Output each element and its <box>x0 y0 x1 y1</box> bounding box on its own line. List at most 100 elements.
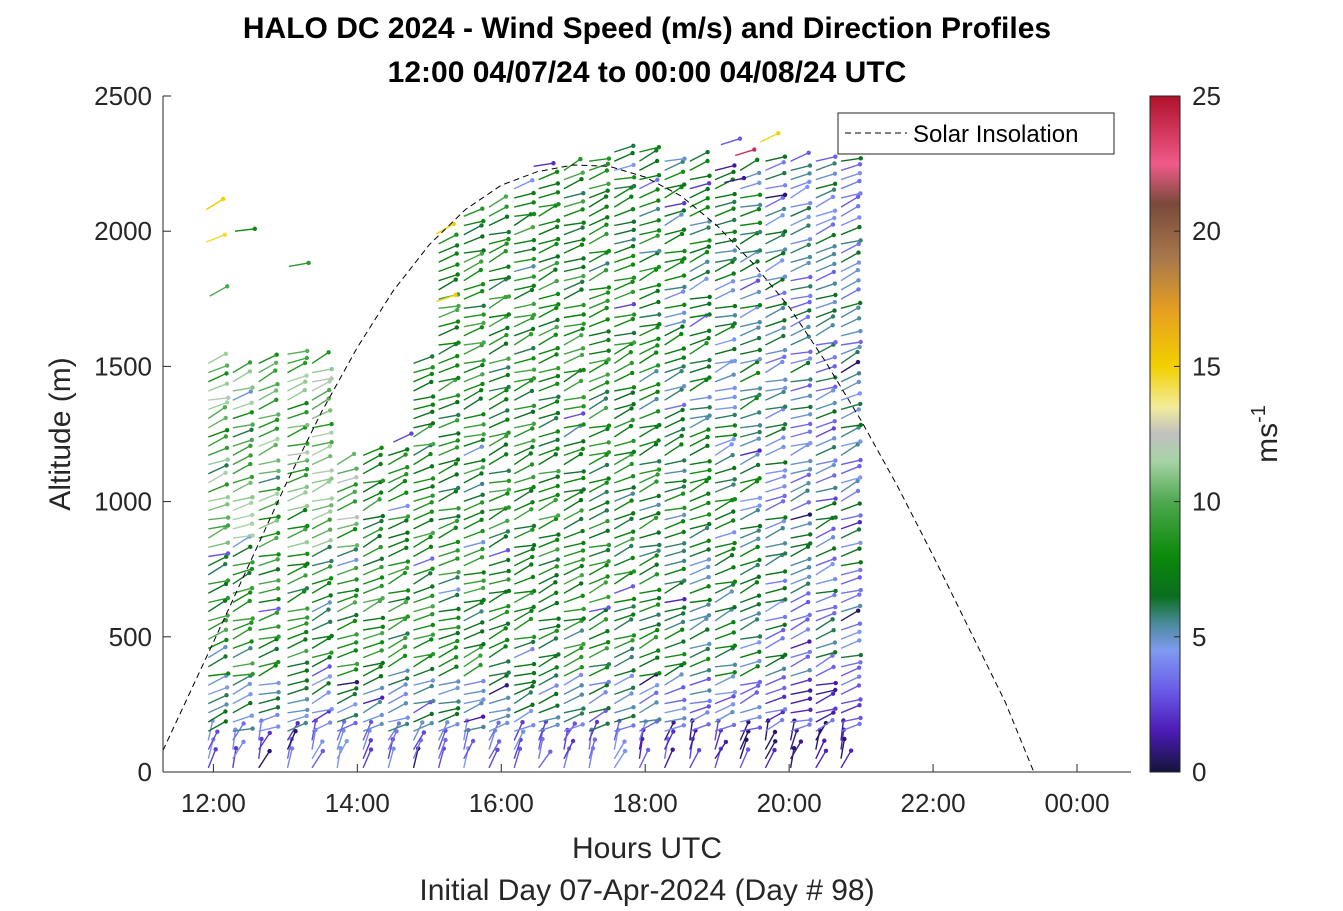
wind-barb-shaft <box>840 631 860 640</box>
wind-barb-head <box>622 739 627 744</box>
wind-barb-shaft <box>563 582 582 594</box>
wind-barb-shaft <box>438 364 458 374</box>
wind-barb-head <box>628 350 633 355</box>
wind-barb-shaft <box>232 622 252 631</box>
wind-barb-head <box>656 382 661 387</box>
wind-barb-shaft <box>538 653 559 659</box>
wind-barb-head <box>704 249 710 255</box>
wind-barb-shaft <box>311 377 332 383</box>
wind-barb-shaft <box>689 406 710 411</box>
wind-barb-head <box>403 691 408 697</box>
wind-barb-head <box>248 700 253 706</box>
wind-barb-head <box>856 407 861 412</box>
wind-barb-shaft <box>588 723 608 732</box>
wind-barb-shaft <box>207 600 226 613</box>
wind-barb-head <box>606 559 611 564</box>
wind-barb-shaft <box>258 732 271 750</box>
wind-barb-shaft <box>463 556 483 567</box>
wind-barb-shaft <box>614 291 634 300</box>
wind-barb-shaft <box>538 243 557 254</box>
wind-barb-shaft <box>438 355 458 365</box>
wind-barb-shaft <box>563 656 582 668</box>
wind-barb-shaft <box>287 486 307 493</box>
wind-barb-shaft <box>588 647 608 659</box>
wind-barb-shaft <box>258 558 278 567</box>
wind-barb-shaft <box>438 507 459 512</box>
wind-barb-shaft <box>588 596 609 604</box>
wind-barb-head <box>705 186 710 192</box>
wind-barb-head <box>555 492 560 498</box>
wind-barb-shaft <box>613 518 632 530</box>
wind-barb-head <box>805 627 811 632</box>
wind-barb-shaft <box>840 548 860 558</box>
wind-barb-head <box>782 685 787 691</box>
wind-barb-head <box>403 682 408 687</box>
wind-barb-shaft <box>362 600 381 613</box>
wind-barb-head <box>807 429 813 434</box>
wind-barb-head <box>248 692 253 697</box>
wind-barb-head <box>551 161 556 166</box>
wind-barb-shaft <box>232 673 253 677</box>
wind-barb-shaft <box>463 587 484 594</box>
wind-barb-shaft <box>840 392 861 401</box>
wind-barb-shaft <box>413 572 431 585</box>
wind-barb-head <box>430 409 435 414</box>
wind-barb-head <box>732 237 737 243</box>
wind-barb-head <box>579 508 584 513</box>
wind-barb-shaft <box>664 290 684 300</box>
wind-barb-head <box>757 273 762 278</box>
wind-barb-head <box>773 739 778 744</box>
wind-barb-shaft <box>514 258 535 263</box>
wind-barb-head <box>631 604 636 609</box>
wind-barb-shaft <box>588 729 593 750</box>
wind-barb-shaft <box>790 583 809 594</box>
wind-barb-shaft <box>815 386 836 392</box>
wind-barb-shaft <box>739 453 758 466</box>
wind-barb-shaft <box>765 423 786 429</box>
wind-barb-shaft <box>840 589 861 594</box>
wind-barb-head <box>832 161 837 166</box>
wind-barb-shaft <box>614 221 635 227</box>
wind-barb-shaft <box>258 428 278 438</box>
wind-barb-head <box>555 446 560 451</box>
wind-barb-head <box>657 717 662 722</box>
wind-barb-shaft <box>208 496 229 502</box>
wind-barb-head <box>380 660 385 666</box>
wind-barb-shaft <box>437 739 447 760</box>
wind-barb-shaft <box>413 511 433 521</box>
wind-barb-head <box>856 204 861 209</box>
wind-barb-head <box>707 641 712 647</box>
wind-barb-head <box>858 457 863 463</box>
wind-barb-head <box>833 154 838 159</box>
wind-barb-shaft <box>613 372 633 383</box>
wind-barb-head <box>580 170 585 175</box>
wind-barb-shaft <box>336 559 357 567</box>
wind-barb-shaft <box>362 481 381 493</box>
wind-barb-shaft <box>438 446 458 457</box>
wind-barb-shaft <box>614 724 634 732</box>
wind-barb-head <box>225 578 231 583</box>
wind-barb-shaft <box>790 689 811 696</box>
wind-barb-shaft <box>207 353 227 365</box>
wind-barb-head <box>430 402 436 407</box>
wind-barb-shaft <box>463 580 484 585</box>
wind-barb-shaft <box>388 589 409 594</box>
wind-barb-head <box>732 199 737 205</box>
wind-barb-shaft <box>790 698 811 705</box>
wind-barb-head <box>807 163 813 168</box>
wind-barb-shaft <box>488 313 509 319</box>
wind-barb-head <box>354 640 359 645</box>
wind-barb-shaft <box>513 490 532 502</box>
wind-barb-head <box>554 352 559 357</box>
wind-barb-head <box>807 556 812 562</box>
wind-barb-shaft <box>388 539 408 548</box>
wind-barb-head <box>729 589 734 594</box>
wind-barb-head <box>453 277 458 282</box>
wind-barb-head <box>351 451 357 457</box>
wind-barb-head <box>858 238 863 243</box>
axes: 12:00 14:00 16:00 18:00 20:00 22:00 00:00 0500… <box>94 81 1131 818</box>
wind-barb-shaft <box>815 234 835 245</box>
wind-barb-shaft <box>840 381 860 392</box>
wind-barb-shaft <box>538 592 557 604</box>
wind-barb-shaft <box>363 480 384 484</box>
